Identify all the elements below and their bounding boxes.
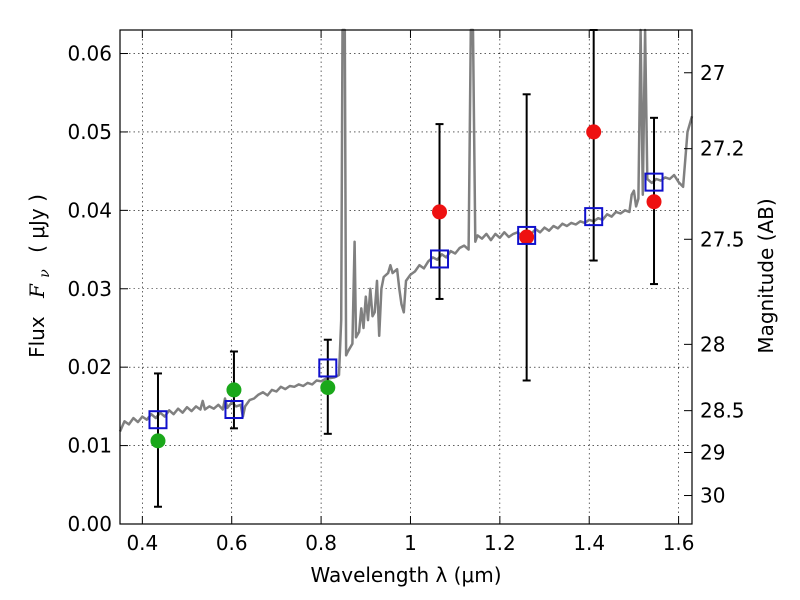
y-tick-label: 0.04 [67,198,112,222]
right-tick-label: 27.2 [700,137,745,161]
y-tick-label: 0.05 [67,120,112,144]
svg-text:Flux F ν (: Flux F ν ( μJy ) [25,194,54,358]
model-layer [148,172,664,430]
x-tick-label: 1 [404,531,417,555]
y-label-unit: ( μJy ) [25,194,49,253]
spectrum-line [118,28,694,433]
red-data-point [519,229,535,245]
x-tick-label: 0.8 [305,531,337,555]
right-tick-label: 28.5 [700,399,745,423]
green-data-point [320,380,336,396]
axis-ticks: 0.4 0.6 0.8 1 1.2 1.4 1.6 0.00 0.01 0.02 0.03 0.04 0… [67,30,745,555]
right-tick-label: 27.5 [700,227,745,251]
model-square-point [584,207,604,227]
x-tick-label: 1.2 [484,531,516,555]
x-tick-label: 1.6 [663,531,695,555]
points-layer [150,124,662,449]
model-square-point [517,225,537,245]
model-square-point [318,358,338,378]
x-tick-label: 0.6 [216,531,248,555]
x-tick-label: 1.4 [573,531,605,555]
right-tick-label: 30 [700,484,725,508]
red-data-point [646,194,662,210]
right-tick-label: 27 [700,61,725,85]
green-data-point [226,382,242,398]
model-square-point [430,249,450,269]
y-label-prefix: Flux [25,316,49,358]
right-tick-label: 29 [700,440,725,464]
model-square-point [224,400,244,420]
red-data-point [432,204,448,220]
y-tick-label: 0.02 [67,355,112,379]
y-tick-label: 0.03 [67,277,112,301]
y-axis-label-right: Magnitude (AB) [754,198,778,353]
red-data-point [586,124,602,140]
y-tick-label: 0.00 [67,512,112,536]
y-label-subscript: ν [37,269,53,278]
y-tick-label: 0.06 [67,42,112,66]
green-data-point [150,433,166,449]
spectrum-layer [118,28,694,433]
x-axis-label: Wavelength λ (μm) [310,563,501,587]
x-tick-label: 0.4 [126,531,158,555]
plot-frame [119,29,693,525]
model-square-point [644,172,664,192]
y-label-symbol: F [25,283,49,299]
right-tick-label: 28 [700,332,725,356]
y-axis-label-left: Flux F ν ( μJy ) [25,194,54,358]
model-square-point [148,410,168,430]
y-tick-label: 0.01 [67,434,112,458]
